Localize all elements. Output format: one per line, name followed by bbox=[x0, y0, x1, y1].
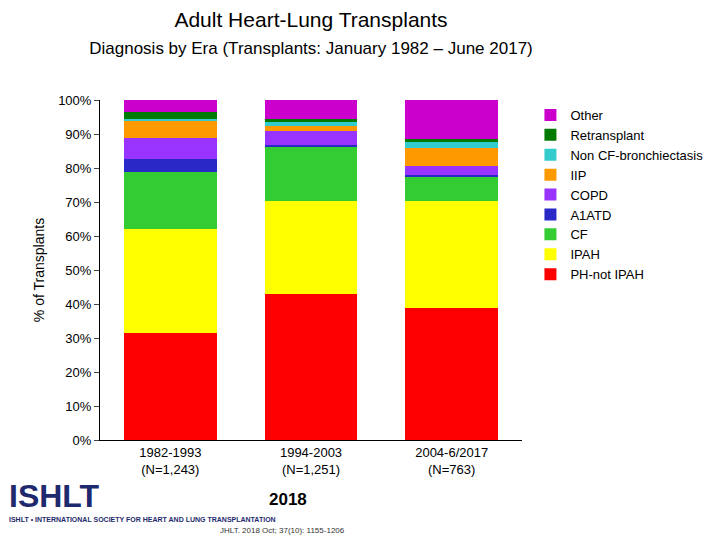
svg-text:JHLT. 2018 Oct; 37(10): 1155-1: JHLT. 2018 Oct; 37(10): 1155-1206 bbox=[220, 526, 345, 535]
svg-text:Non CF-bronchiectasis: Non CF-bronchiectasis bbox=[570, 148, 703, 163]
svg-text:20%: 20% bbox=[65, 365, 91, 380]
svg-text:Adult Heart-Lung TransplantsDi: Adult Heart-Lung TransplantsDiagnosis by… bbox=[89, 8, 533, 58]
svg-text:0%: 0% bbox=[73, 433, 92, 448]
svg-text:2018: 2018 bbox=[269, 490, 307, 509]
svg-text:10%: 10% bbox=[65, 399, 91, 414]
svg-text:% of Transplants: % of Transplants bbox=[31, 218, 47, 322]
svg-text:A1ATD: A1ATD bbox=[570, 208, 611, 223]
svg-text:CF: CF bbox=[570, 227, 587, 242]
svg-text:100%: 100% bbox=[58, 93, 92, 108]
svg-text:1982-1993(N=1,243): 1982-1993(N=1,243) bbox=[139, 445, 201, 477]
svg-text:40%: 40% bbox=[65, 297, 91, 312]
svg-text:2004-6/2017(N=763): 2004-6/2017(N=763) bbox=[415, 445, 488, 477]
svg-text:50%: 50% bbox=[65, 263, 91, 278]
svg-text:Other: Other bbox=[570, 108, 603, 123]
svg-text:80%: 80% bbox=[65, 161, 91, 176]
svg-text:30%: 30% bbox=[65, 331, 91, 346]
svg-text:1994-2003(N=1,251): 1994-2003(N=1,251) bbox=[280, 445, 342, 477]
svg-text:COPD: COPD bbox=[570, 188, 608, 203]
svg-text:ISHLT: ISHLT bbox=[9, 478, 100, 514]
svg-text:PH-not IPAH: PH-not IPAH bbox=[570, 267, 643, 282]
svg-text:90%: 90% bbox=[65, 127, 91, 142]
svg-text:IPAH: IPAH bbox=[570, 247, 599, 262]
svg-text:60%: 60% bbox=[65, 229, 91, 244]
svg-text:ISHLT • INTERNATIONAL SOCIETY: ISHLT • INTERNATIONAL SOCIETY FOR HEART … bbox=[9, 516, 276, 523]
svg-text:Retransplant: Retransplant bbox=[570, 128, 644, 143]
svg-text:70%: 70% bbox=[65, 195, 91, 210]
svg-text:IIP: IIP bbox=[570, 168, 586, 183]
